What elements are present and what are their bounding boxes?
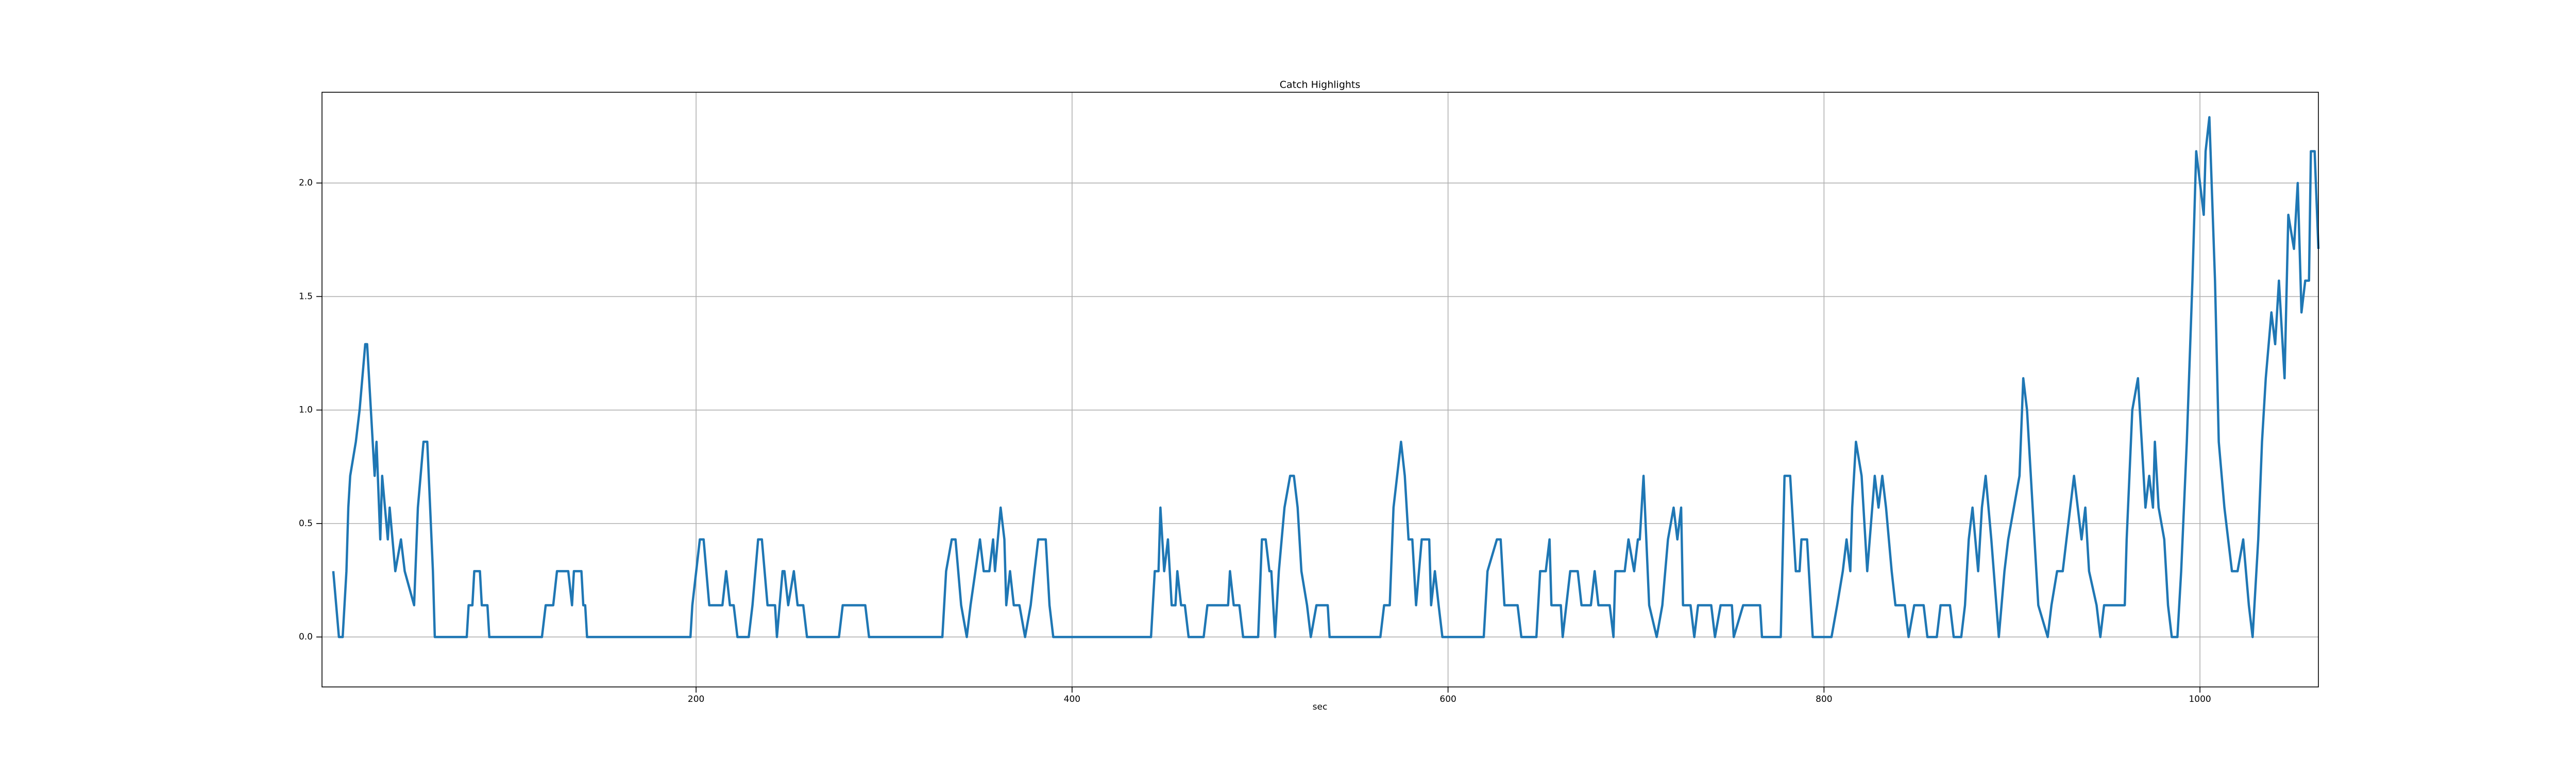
y-tick-label: 0.5 xyxy=(299,518,313,529)
y-tick-label: 2.0 xyxy=(299,178,313,188)
plot-frame xyxy=(321,92,2319,687)
x-tick-label: 200 xyxy=(688,694,704,704)
x-tick-label: 1000 xyxy=(2189,694,2211,704)
x-tick-label: 400 xyxy=(1064,694,1080,704)
y-tick-label: 1.0 xyxy=(299,405,313,415)
x-tick-label: 600 xyxy=(1439,694,1456,704)
data-line xyxy=(332,116,2320,638)
y-tick-label: 1.5 xyxy=(299,291,313,301)
chart-title: Catch Highlights xyxy=(1280,79,1361,91)
x-tick-label: 800 xyxy=(1816,694,1832,704)
x-axis-label: sec xyxy=(1313,702,1328,712)
y-tick-label: 0.0 xyxy=(299,632,313,642)
